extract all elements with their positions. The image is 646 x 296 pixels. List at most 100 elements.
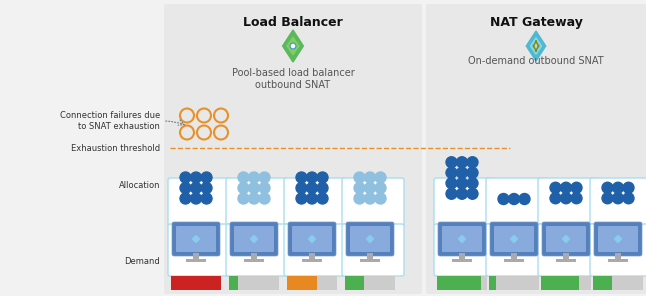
Circle shape	[467, 178, 478, 189]
FancyBboxPatch shape	[438, 222, 486, 256]
Bar	[593, 276, 612, 290]
FancyBboxPatch shape	[590, 178, 646, 226]
Circle shape	[457, 188, 468, 199]
Text: Load Balancer: Load Balancer	[243, 16, 343, 29]
Circle shape	[467, 157, 478, 168]
Circle shape	[467, 188, 478, 199]
FancyBboxPatch shape	[226, 178, 288, 226]
FancyBboxPatch shape	[442, 226, 482, 252]
Bar	[345, 276, 395, 290]
FancyBboxPatch shape	[342, 224, 404, 276]
Circle shape	[317, 193, 328, 204]
Circle shape	[238, 193, 249, 204]
Circle shape	[550, 182, 561, 193]
Bar	[593, 276, 643, 290]
Circle shape	[191, 183, 202, 194]
FancyBboxPatch shape	[284, 178, 346, 226]
Circle shape	[467, 167, 478, 178]
Circle shape	[457, 178, 468, 189]
Bar	[287, 276, 317, 290]
FancyBboxPatch shape	[598, 226, 638, 252]
Circle shape	[259, 183, 270, 194]
FancyBboxPatch shape	[486, 178, 548, 226]
FancyBboxPatch shape	[350, 226, 390, 252]
Bar	[608, 259, 628, 262]
Circle shape	[571, 193, 582, 204]
Circle shape	[364, 172, 375, 183]
Circle shape	[354, 172, 365, 183]
FancyBboxPatch shape	[494, 226, 534, 252]
FancyBboxPatch shape	[428, 4, 644, 180]
Circle shape	[375, 193, 386, 204]
Text: On-demand outbound SNAT: On-demand outbound SNAT	[468, 56, 604, 66]
Bar	[437, 276, 481, 290]
Circle shape	[550, 193, 561, 204]
FancyBboxPatch shape	[490, 222, 538, 256]
Bar	[489, 276, 496, 290]
Bar	[186, 259, 206, 262]
Text: Allocation: Allocation	[118, 181, 160, 191]
Circle shape	[191, 193, 202, 204]
Polygon shape	[366, 236, 373, 242]
FancyBboxPatch shape	[538, 224, 600, 276]
Circle shape	[519, 194, 530, 205]
Circle shape	[180, 183, 191, 194]
Circle shape	[191, 172, 202, 183]
Bar	[563, 253, 569, 260]
FancyBboxPatch shape	[172, 222, 220, 256]
Text: Connection failures due
to SNAT exhaustion: Connection failures due to SNAT exhausti…	[59, 111, 160, 131]
Circle shape	[249, 172, 260, 183]
Polygon shape	[282, 30, 304, 62]
FancyBboxPatch shape	[434, 224, 496, 276]
Bar	[193, 253, 199, 260]
Circle shape	[612, 193, 623, 204]
Bar	[459, 253, 465, 260]
Bar	[437, 276, 487, 290]
Circle shape	[498, 194, 509, 205]
Circle shape	[201, 193, 212, 204]
Circle shape	[457, 167, 468, 178]
Polygon shape	[614, 236, 621, 242]
Polygon shape	[309, 236, 315, 242]
Circle shape	[180, 193, 191, 204]
FancyBboxPatch shape	[166, 4, 420, 180]
Polygon shape	[563, 236, 570, 242]
Polygon shape	[526, 31, 546, 61]
Circle shape	[201, 172, 212, 183]
Circle shape	[446, 178, 457, 189]
Circle shape	[602, 193, 613, 204]
Bar	[251, 253, 257, 260]
Bar	[309, 253, 315, 260]
FancyBboxPatch shape	[168, 178, 230, 226]
Bar	[556, 259, 576, 262]
Circle shape	[571, 182, 582, 193]
Circle shape	[375, 172, 386, 183]
FancyBboxPatch shape	[426, 4, 646, 294]
FancyBboxPatch shape	[546, 226, 586, 252]
Circle shape	[446, 167, 457, 178]
Polygon shape	[459, 236, 466, 242]
FancyBboxPatch shape	[168, 224, 230, 276]
Bar	[489, 276, 539, 290]
Circle shape	[623, 182, 634, 193]
Circle shape	[238, 172, 249, 183]
Circle shape	[354, 193, 365, 204]
Circle shape	[201, 183, 212, 194]
FancyBboxPatch shape	[234, 226, 274, 252]
Circle shape	[446, 157, 457, 168]
FancyBboxPatch shape	[486, 224, 548, 276]
Bar	[511, 253, 517, 260]
FancyBboxPatch shape	[230, 222, 278, 256]
Circle shape	[446, 188, 457, 199]
Bar	[287, 276, 337, 290]
Circle shape	[623, 193, 634, 204]
Circle shape	[259, 172, 270, 183]
Polygon shape	[251, 236, 258, 242]
Circle shape	[249, 183, 260, 194]
Bar	[171, 276, 221, 290]
Bar	[504, 259, 524, 262]
Circle shape	[354, 183, 365, 194]
Circle shape	[317, 172, 328, 183]
Polygon shape	[193, 236, 200, 242]
Circle shape	[290, 43, 296, 49]
